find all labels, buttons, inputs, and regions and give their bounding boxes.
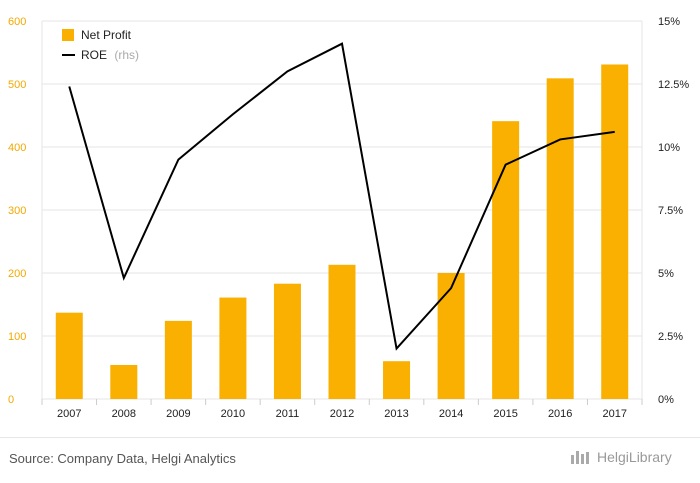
legend-label-roe: ROE (rhs) [81,48,139,62]
bar-net-profit-2007 [55,312,83,399]
y-tick-left: 500 [8,79,26,91]
y-axis-left: 0 100 200 300 400 500 600 [8,16,26,406]
legend-swatch-net-profit [62,29,74,41]
y-tick-right: 7.5% [658,205,683,217]
y-tick-left: 400 [8,142,26,154]
x-tick-label: 2011 [276,408,300,420]
y-tick-left: 300 [8,205,26,217]
x-tick-label: 2007 [57,408,81,420]
bar-series-net-profit [55,64,629,400]
legend-label-net-profit: Net Profit [81,28,132,42]
x-tick-label: 2009 [166,408,190,420]
bar-net-profit-2010 [219,297,247,399]
gridlines [41,20,643,400]
legend: Net Profit ROE (rhs) [62,28,139,62]
x-tick-label: 2008 [112,408,136,420]
y-tick-right: 10% [658,142,680,154]
y-tick-right: 5% [658,268,674,280]
x-tick-label: 2016 [548,408,572,420]
footer-divider [0,437,700,438]
legend-label-roe-suffix: (rhs) [114,48,139,62]
x-tick-label: 2015 [493,408,517,420]
bar-net-profit-2012 [328,264,356,399]
x-tick-label: 2017 [602,408,626,420]
y-tick-left: 0 [8,394,14,406]
x-tick-label: 2013 [384,408,408,420]
bar-net-profit-2015 [492,121,520,400]
bar-net-profit-2008 [110,364,138,399]
y-tick-left: 600 [8,16,26,28]
y-tick-left: 200 [8,268,26,280]
y-tick-right: 0% [658,394,674,406]
y-tick-right: 12.5% [658,79,689,91]
brand-name: HelgiLibrary [597,449,672,465]
x-tick-label: 2010 [221,408,245,420]
bar-net-profit-2014 [437,273,465,399]
x-axis: 2007 2008 2009 2010 2011 2012 2013 2014 2015 2016… [41,399,643,420]
line-series-roe [68,42,615,351]
bar-net-profit-2011 [273,283,301,399]
x-tick-label: 2014 [439,408,463,420]
brand-logo: HelgiLibrary [571,449,672,465]
bar-net-profit-2017 [601,64,629,399]
bar-net-profit-2013 [383,361,411,399]
legend-label-roe-name: ROE [81,48,107,62]
bar-net-profit-2009 [164,320,192,399]
y-tick-right: 15% [658,16,680,28]
bar-net-profit-2016 [546,78,574,399]
source-note: Source: Company Data, Helgi Analytics [9,451,236,466]
y-tick-right: 2.5% [658,331,683,343]
y-tick-left: 100 [8,331,26,343]
y-axis-right: 0% 2.5% 5% 7.5% 10% 12.5% 15% [658,16,689,406]
x-tick-label: 2012 [330,408,354,420]
library-icon [571,450,593,464]
